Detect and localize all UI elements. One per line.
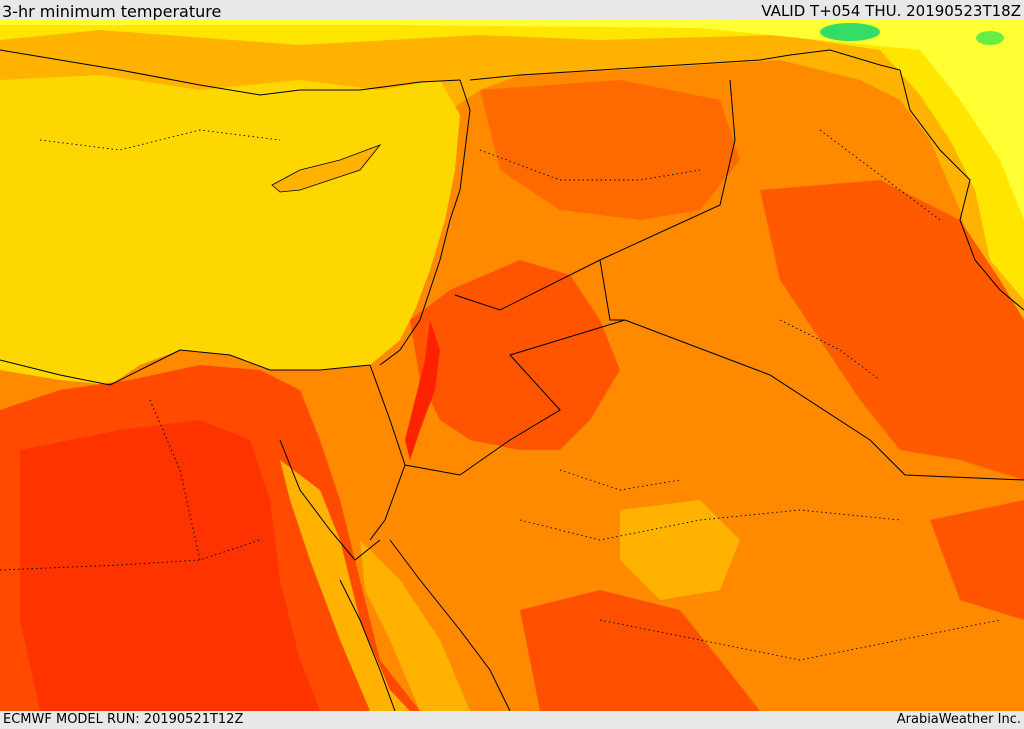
- red-sea-coast-west: [339, 579, 396, 711]
- red-sea-yellow: [360, 540, 470, 711]
- saudi-yellow: [620, 500, 740, 600]
- saudi-red: [520, 590, 760, 711]
- admin-borders: [0, 129, 1001, 661]
- jordan-iraq-border: [404, 259, 626, 476]
- temperature-map[interactable]: [0, 20, 1024, 711]
- turkey-syria-border: [469, 49, 901, 81]
- green-patch-2: [976, 31, 1004, 45]
- valid-time: VALID T+054 THU. 20190523T18Z: [761, 2, 1021, 20]
- levant-coastline: [379, 79, 471, 366]
- model-run: ECMWF MODEL RUN: 20190521T12Z: [3, 712, 244, 727]
- iraq-red: [760, 180, 1024, 480]
- saudi-iraq-border: [624, 319, 1024, 481]
- footer-bar: [0, 711, 1024, 729]
- north-paler: [0, 20, 1024, 220]
- jordan-red: [410, 260, 620, 450]
- egypt-israel-border: [369, 364, 406, 541]
- map-title: 3-hr minimum temperature: [2, 2, 222, 21]
- syria-iraq-border: [454, 79, 736, 311]
- credit: ArabiaWeather Inc.: [896, 712, 1021, 727]
- gulf-of-suez: [279, 439, 381, 561]
- egypt-deep: [20, 420, 320, 711]
- borders: [0, 49, 1024, 711]
- green-patch: [820, 23, 880, 41]
- east-red: [930, 500, 1024, 620]
- turkey-coastline: [0, 49, 461, 96]
- header-bar: [0, 0, 1024, 20]
- jordan-valley: [405, 320, 440, 460]
- syria-red: [480, 80, 740, 220]
- mediterranean-sea: [0, 75, 460, 385]
- iraq-iran-border: [899, 69, 1024, 311]
- cyprus: [271, 144, 382, 193]
- sinai-yellow: [280, 460, 410, 711]
- egypt-coastline: [0, 349, 371, 386]
- red-sea-coast-east: [389, 539, 511, 711]
